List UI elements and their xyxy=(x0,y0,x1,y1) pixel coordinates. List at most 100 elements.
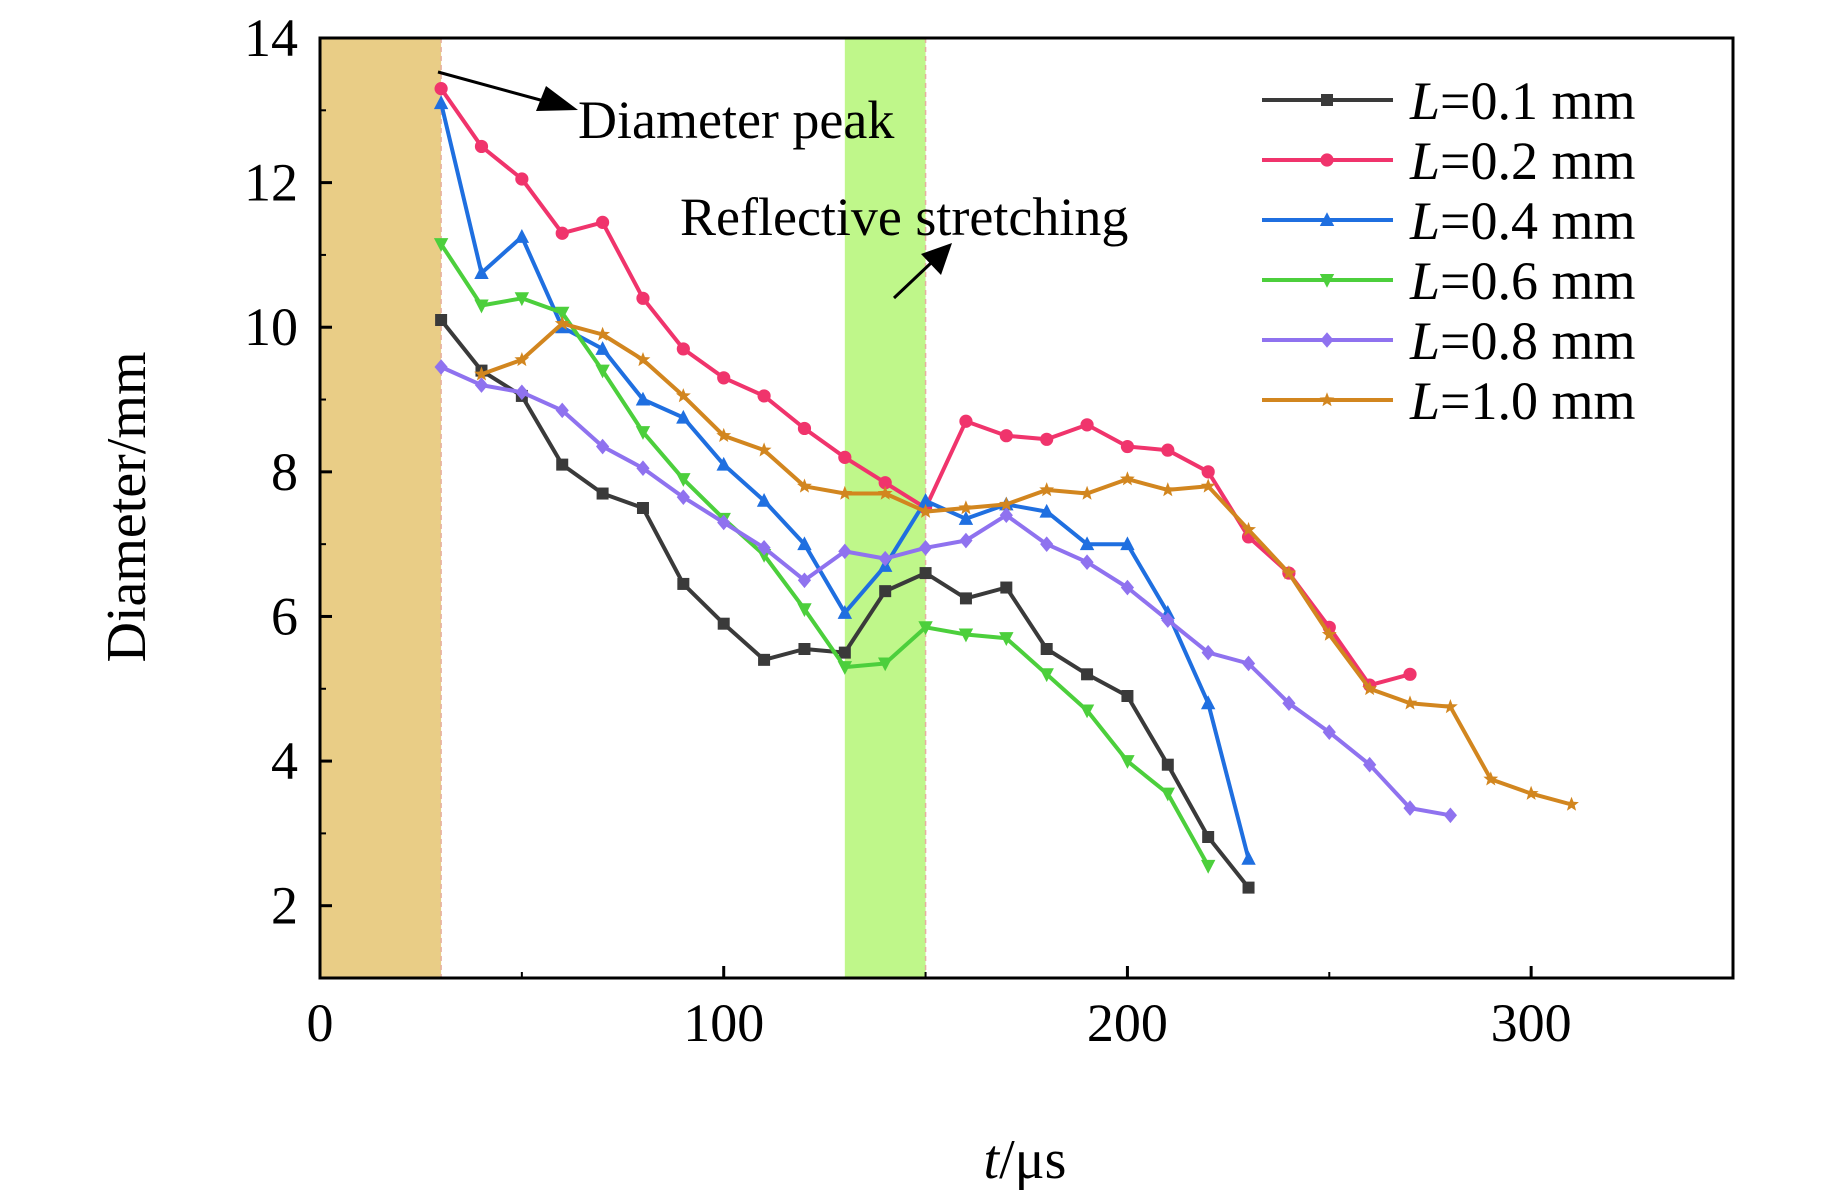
annotation-arrow-line xyxy=(437,70,556,106)
data-point xyxy=(675,388,691,403)
data-point xyxy=(433,238,449,252)
data-point xyxy=(1201,644,1215,661)
data-point xyxy=(959,414,973,428)
data-point xyxy=(1281,565,1297,580)
legend-swatch-marker xyxy=(1320,332,1334,348)
data-point xyxy=(433,95,449,110)
data-point xyxy=(999,429,1013,443)
data-point xyxy=(1120,755,1135,769)
annotation-arrowhead xyxy=(536,86,578,111)
x-tick-label: 300 xyxy=(1491,993,1572,1053)
data-point xyxy=(636,460,650,477)
data-point xyxy=(677,577,690,590)
data-point xyxy=(999,507,1013,524)
data-point xyxy=(596,215,610,229)
data-point xyxy=(959,592,972,605)
data-point xyxy=(1200,478,1216,493)
data-point xyxy=(1200,859,1216,874)
data-point xyxy=(474,265,489,279)
data-point xyxy=(434,82,448,96)
legend-value: =1.0 mm xyxy=(1440,371,1635,431)
data-point xyxy=(756,442,772,457)
data-point xyxy=(1241,521,1256,536)
series-line xyxy=(439,243,1210,867)
data-point xyxy=(958,628,974,643)
annotation-diameter-peak: Diameter peak xyxy=(437,70,894,150)
legend-value: =0.8 mm xyxy=(1440,311,1635,371)
legend-label: L=0.1 mm xyxy=(1409,71,1636,131)
data-point xyxy=(555,402,569,419)
y-axis-label: Diameter/mm xyxy=(96,351,158,662)
legend-label: L=0.8 mm xyxy=(1409,311,1636,371)
data-point xyxy=(1120,439,1135,454)
data-point xyxy=(798,643,811,655)
data-point xyxy=(1322,724,1336,740)
series-6 xyxy=(474,315,1579,811)
data-point xyxy=(757,389,771,403)
data-point xyxy=(837,661,853,675)
data-point xyxy=(636,291,650,305)
data-point xyxy=(1483,771,1499,786)
data-point xyxy=(958,500,974,515)
data-point xyxy=(756,492,772,507)
data-point xyxy=(515,384,529,401)
legend-label: L=0.2 mm xyxy=(1409,131,1636,191)
data-point xyxy=(1242,881,1255,894)
data-point xyxy=(838,543,852,560)
data-point xyxy=(797,603,812,618)
data-point xyxy=(797,478,812,493)
legend-item: L=1.0 mm xyxy=(1262,371,1636,431)
annotation-arrow-line xyxy=(892,261,933,300)
data-point xyxy=(635,426,651,440)
series-5 xyxy=(434,359,1457,824)
data-point xyxy=(676,342,690,356)
data-point xyxy=(878,550,892,567)
annotation-text: Reflective stretching xyxy=(680,187,1128,247)
data-point xyxy=(514,292,530,307)
data-point xyxy=(514,229,530,243)
data-point xyxy=(717,514,731,531)
data-point xyxy=(515,172,529,186)
legend-variable: L xyxy=(1409,311,1440,371)
data-point xyxy=(998,496,1014,511)
data-point xyxy=(958,511,974,525)
data-point xyxy=(1363,756,1377,773)
data-point xyxy=(1000,581,1013,594)
x-tick-label: 0 xyxy=(307,993,334,1053)
series-1 xyxy=(435,314,1255,894)
data-point xyxy=(635,352,651,367)
data-point xyxy=(636,502,649,514)
x-axis-variable: t xyxy=(984,1129,1001,1191)
x-axis-unit: /μs xyxy=(999,1129,1066,1191)
data-point xyxy=(1523,785,1539,800)
data-point xyxy=(1039,668,1054,683)
data-point xyxy=(717,371,731,385)
legend-variable: L xyxy=(1409,191,1440,251)
legend-item: L=0.1 mm xyxy=(1262,71,1636,131)
data-point xyxy=(474,299,489,314)
data-point xyxy=(1079,536,1095,551)
data-point xyxy=(1079,704,1095,719)
legend-swatch-marker xyxy=(1319,212,1335,226)
shaded-region-1 xyxy=(320,38,442,978)
data-point xyxy=(1160,482,1176,497)
data-point xyxy=(1039,503,1054,518)
data-point xyxy=(555,306,570,321)
series-line xyxy=(440,365,1451,818)
data-point xyxy=(716,456,731,471)
series-4 xyxy=(433,238,1216,874)
data-point xyxy=(1403,800,1417,816)
data-point xyxy=(918,621,933,636)
legend-variable: L xyxy=(1409,131,1440,191)
data-point xyxy=(1040,432,1054,446)
legend-value: =0.4 mm xyxy=(1440,191,1635,251)
y-tick-label: 6 xyxy=(271,586,298,646)
data-point xyxy=(1201,465,1215,479)
data-point xyxy=(797,572,812,589)
data-point xyxy=(1402,695,1418,710)
data-point xyxy=(1443,807,1457,824)
axis-ticks: 0 100 200 300 2 4 6 8 10 12 14 xyxy=(244,8,1734,1053)
data-point xyxy=(837,605,853,619)
legend-swatch-marker xyxy=(1321,94,1333,106)
